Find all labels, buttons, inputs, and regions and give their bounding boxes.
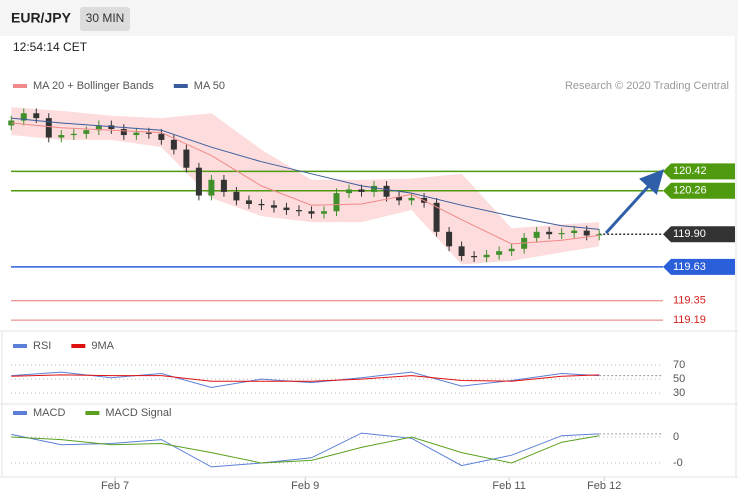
y-tick-label: -0 xyxy=(673,457,683,469)
time: 12:54:14 CET xyxy=(13,40,88,54)
x-tick-label: Feb 11 xyxy=(492,480,525,492)
credit: Research © 2020 Trading Central xyxy=(565,80,729,92)
interval[interactable]: 30 MIN xyxy=(86,11,125,25)
candle-body xyxy=(245,200,252,204)
candle-body xyxy=(233,191,240,201)
candle-body xyxy=(571,230,578,234)
candle-body xyxy=(270,205,277,208)
candle-body xyxy=(371,185,378,192)
indicator-line xyxy=(11,371,600,389)
candle-body xyxy=(546,231,553,235)
candle-body xyxy=(145,132,152,134)
legend-swatch xyxy=(13,344,27,348)
x-tick-label: Feb 9 xyxy=(291,480,319,492)
ma-line xyxy=(11,117,600,230)
candle-body xyxy=(120,129,127,136)
candle-body xyxy=(508,248,515,252)
y-tick-label: 50 xyxy=(673,373,685,385)
legend-swatch xyxy=(71,344,86,348)
candle-body xyxy=(346,189,353,194)
level-label: 119.19 xyxy=(673,314,706,326)
candle-body xyxy=(133,132,140,136)
candle-body xyxy=(308,211,315,214)
candle-body xyxy=(496,251,503,255)
legend-swatch xyxy=(13,411,27,415)
candle-body xyxy=(283,207,290,211)
candle-body xyxy=(8,120,15,126)
forecast-arrow xyxy=(604,169,665,235)
candle-body xyxy=(83,130,90,134)
candle-body xyxy=(45,118,52,138)
level-label: 120.26 xyxy=(673,185,707,197)
y-tick-label: 70 xyxy=(673,359,685,371)
candle-body xyxy=(533,231,540,238)
symbol: EUR/JPY xyxy=(11,10,72,26)
legend-swatch xyxy=(13,84,27,88)
candle-body xyxy=(596,234,603,236)
candle-body xyxy=(383,185,390,197)
candle-body xyxy=(195,167,202,196)
legend-swatch xyxy=(173,84,188,88)
candle-body xyxy=(358,189,365,192)
candle-body xyxy=(396,196,403,201)
plot: 120.42 120.26 119.90 119.63 119.35 119.19 MA 2… xyxy=(8,80,735,492)
indicator-line xyxy=(11,435,600,464)
candle-body xyxy=(458,246,465,257)
bollinger-band xyxy=(11,107,600,265)
candle-body xyxy=(583,230,590,236)
candle-body xyxy=(95,125,102,131)
candle-body xyxy=(33,113,40,119)
candle-body xyxy=(408,197,415,201)
level-box xyxy=(663,163,735,180)
candle-body xyxy=(258,204,265,206)
legend-label: RSI xyxy=(33,340,51,352)
level-label: 119.63 xyxy=(673,261,706,273)
candle-body xyxy=(170,139,177,150)
indicator-line xyxy=(11,432,600,468)
candle-body xyxy=(483,254,490,258)
legend-label: MA 20 + Bollinger Bands xyxy=(33,80,154,92)
candle-body xyxy=(558,233,565,235)
candle-body xyxy=(183,149,190,168)
legend-label: MACD xyxy=(33,407,65,419)
level-label: 119.35 xyxy=(673,295,706,307)
level-label: 119.90 xyxy=(673,228,706,240)
candle-body xyxy=(108,125,115,130)
legend-label: MACD Signal xyxy=(105,407,171,419)
candle-body xyxy=(220,179,227,192)
indicator-line xyxy=(11,374,600,382)
candle-body xyxy=(433,202,440,232)
legend-label: MA 50 xyxy=(194,80,225,92)
level-box xyxy=(663,226,735,243)
y-tick-label: 30 xyxy=(673,387,685,399)
candle-body xyxy=(333,193,340,212)
candle-body xyxy=(471,256,478,258)
level-box xyxy=(663,258,735,275)
interval-button[interactable] xyxy=(80,7,130,31)
x-tick-label: Feb 7 xyxy=(101,480,129,492)
legend-label: 9MA xyxy=(91,340,114,352)
candle-body xyxy=(20,113,27,121)
y-tick-label: 0 xyxy=(673,431,679,443)
candle-body xyxy=(158,133,165,140)
candle-body xyxy=(320,211,327,214)
candle-body xyxy=(208,179,215,196)
level-box xyxy=(663,182,735,199)
x-tick-label: Feb 12 xyxy=(587,480,621,492)
candle-body xyxy=(446,231,453,247)
candle-body xyxy=(70,133,77,136)
level-label: 120.42 xyxy=(673,165,707,177)
legend-swatch xyxy=(85,411,100,415)
candle-body xyxy=(58,135,65,138)
ma-line xyxy=(11,122,600,245)
candle-body xyxy=(295,210,302,212)
